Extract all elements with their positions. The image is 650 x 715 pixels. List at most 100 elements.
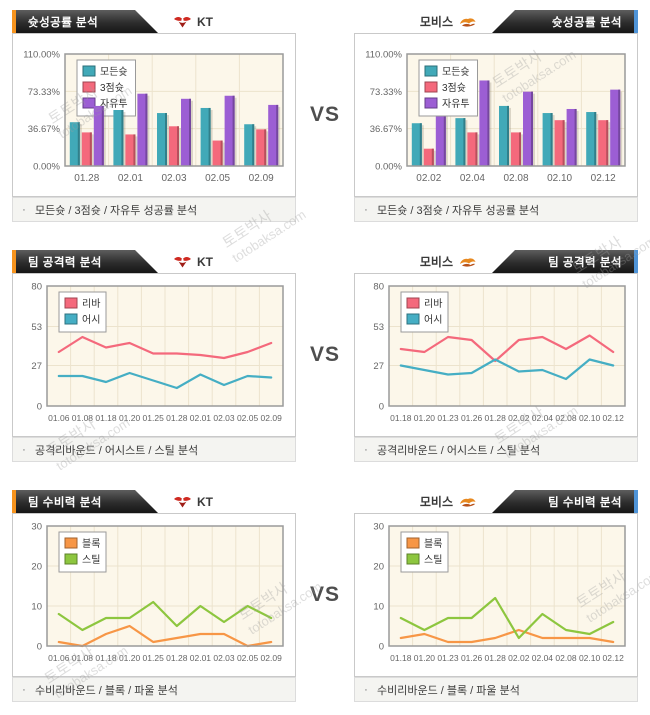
bar-모든슛	[586, 112, 597, 166]
y-tick-label: 0.00%	[375, 162, 402, 173]
y-tick-label: 27	[373, 361, 384, 372]
chart-column-right-row2: 모비스 팀 공격력 분석 0 27 53 80 01.18 01.20 01.23 01.26 01…	[354, 250, 638, 462]
chart-caption: · 수비리바운드 / 블록 / 파울 분석	[12, 677, 296, 702]
legend-label: 어시	[424, 314, 442, 326]
section-header-right: 모비스 팀 공격력 분석	[354, 250, 638, 273]
chart-caption: · 공격리바운드 / 어시스트 / 스틸 분석	[354, 437, 638, 462]
x-tick-label: 02.05	[237, 413, 259, 423]
legend-label: 스틸	[82, 553, 100, 566]
line-리바	[399, 334, 615, 363]
bar-3점슛	[511, 132, 521, 166]
chart-mobis-shooting: 0.00% 36.67% 73.33% 110.00% 02.02 02.04 02.08 0…	[365, 50, 626, 184]
bar-모든슛	[411, 123, 422, 166]
legend-label: 리바	[424, 298, 442, 310]
chart-panel: 0 10 20 30 01.06 01.08 01.18 01.20 01.25 01.28 02.…	[12, 513, 296, 677]
x-tick-label: 02.12	[603, 413, 625, 423]
bar-자유투	[93, 105, 104, 166]
team-label-block: 모비스	[420, 490, 482, 513]
x-tick-label: 02.04	[460, 173, 485, 184]
section-title: 슛성공률 분석	[28, 16, 99, 29]
section-tab: 슛성공률 분석	[492, 10, 634, 33]
x-tick-label: 02.09	[261, 653, 283, 663]
y-tick-label: 0	[37, 642, 42, 653]
legend-swatch	[64, 313, 78, 325]
chart-panel: 0 27 53 80 01.18 01.20 01.23 01.26 01.28 02.02 02.…	[354, 273, 638, 437]
legend-swatch	[406, 537, 420, 549]
x-tick-label: 02.01	[118, 173, 143, 184]
legend-label: 블록	[424, 538, 442, 550]
legend-label: 어시	[82, 314, 100, 326]
x-tick-label: 02.02	[508, 413, 530, 423]
bar-자유투	[610, 89, 621, 166]
y-tick-label: 53	[373, 322, 384, 333]
bar-자유투	[523, 91, 533, 166]
chart-column-left-row2: 팀 공격력 분석 KT 0 27 53 80 01.06 01.08 01.18 01.20 01.…	[12, 250, 296, 462]
x-tick-label: 02.12	[591, 173, 616, 184]
x-tick-label: 01.23	[437, 653, 459, 663]
tab-accent-blue	[634, 10, 638, 33]
line-스틸	[57, 600, 273, 632]
y-tick-label: 36.67%	[370, 124, 403, 135]
team-name: 모비스	[419, 495, 453, 509]
bar-자유투	[566, 108, 577, 166]
section-title: 팀 공격력 분석	[28, 256, 102, 269]
bar-3점슛	[256, 129, 267, 166]
team-label-block: KT	[168, 490, 213, 513]
x-tick-label: 02.12	[603, 653, 625, 663]
section-header-left: 팀 수비력 분석 KT	[12, 490, 296, 513]
x-tick-label: 02.09	[261, 413, 283, 423]
kt-team-logo-icon	[173, 495, 192, 509]
x-tick-label: 02.08	[555, 413, 577, 423]
bar-모든슛	[244, 124, 255, 166]
bar-모든슛	[542, 113, 553, 166]
y-tick-label: 36.67%	[28, 124, 61, 135]
bar-자유투	[224, 95, 235, 166]
bar-자유투	[181, 98, 191, 166]
bar-3점슛	[423, 148, 434, 166]
line-리바	[57, 335, 273, 360]
legend-label: 3점슛	[100, 82, 124, 94]
legend-swatch	[424, 97, 438, 109]
bar-3점슛	[212, 140, 223, 166]
vs-label: VS	[309, 103, 340, 126]
legend-swatch	[64, 297, 78, 309]
team-name: 모비스	[419, 255, 453, 269]
caption-text: 모든슛 / 3점슛 / 자유투 성공률 분석	[377, 204, 540, 217]
tab-accent-blue	[634, 250, 638, 273]
legend-label: 스틸	[424, 553, 442, 566]
team-label-block: KT	[168, 10, 213, 33]
section-header-right: 모비스 팀 수비력 분석	[354, 490, 638, 513]
x-tick-label: 01.18	[95, 413, 117, 423]
team-label-block: KT	[168, 250, 213, 273]
legend-label: 블록	[82, 538, 100, 550]
x-tick-label: 02.10	[579, 413, 601, 423]
legend-swatch	[82, 97, 96, 109]
legend-swatch	[64, 537, 78, 549]
legend-swatch	[424, 81, 438, 93]
caption-text: 공격리바운드 / 어시스트 / 스틸 분석	[35, 444, 199, 457]
caption-text: 모든슛 / 3점슛 / 자유투 성공률 분석	[35, 204, 198, 217]
x-tick-label: 01.28	[485, 653, 507, 663]
y-tick-label: 30	[31, 522, 42, 533]
bar-모든슛	[455, 118, 466, 166]
legend-swatch	[406, 297, 420, 309]
caption-text: 수비리바운드 / 블록 / 파울 분석	[35, 684, 178, 697]
team-name: KT	[197, 494, 213, 509]
x-tick-label: 02.05	[237, 653, 259, 663]
x-tick-label: 01.28	[166, 413, 188, 423]
bar-자유투	[479, 80, 490, 166]
y-tick-label: 110.00%	[365, 50, 402, 61]
section-title: 팀 수비력 분석	[28, 496, 102, 509]
legend-swatch	[406, 553, 420, 565]
x-tick-label: 01.25	[143, 653, 165, 663]
tab-accent-orange	[12, 250, 16, 273]
kt-team-logo-icon	[173, 15, 192, 29]
x-tick-label: 02.10	[547, 173, 572, 184]
legend-label: 리바	[82, 298, 100, 310]
x-tick-label: 01.20	[414, 653, 436, 663]
x-tick-label: 02.01	[190, 653, 212, 663]
